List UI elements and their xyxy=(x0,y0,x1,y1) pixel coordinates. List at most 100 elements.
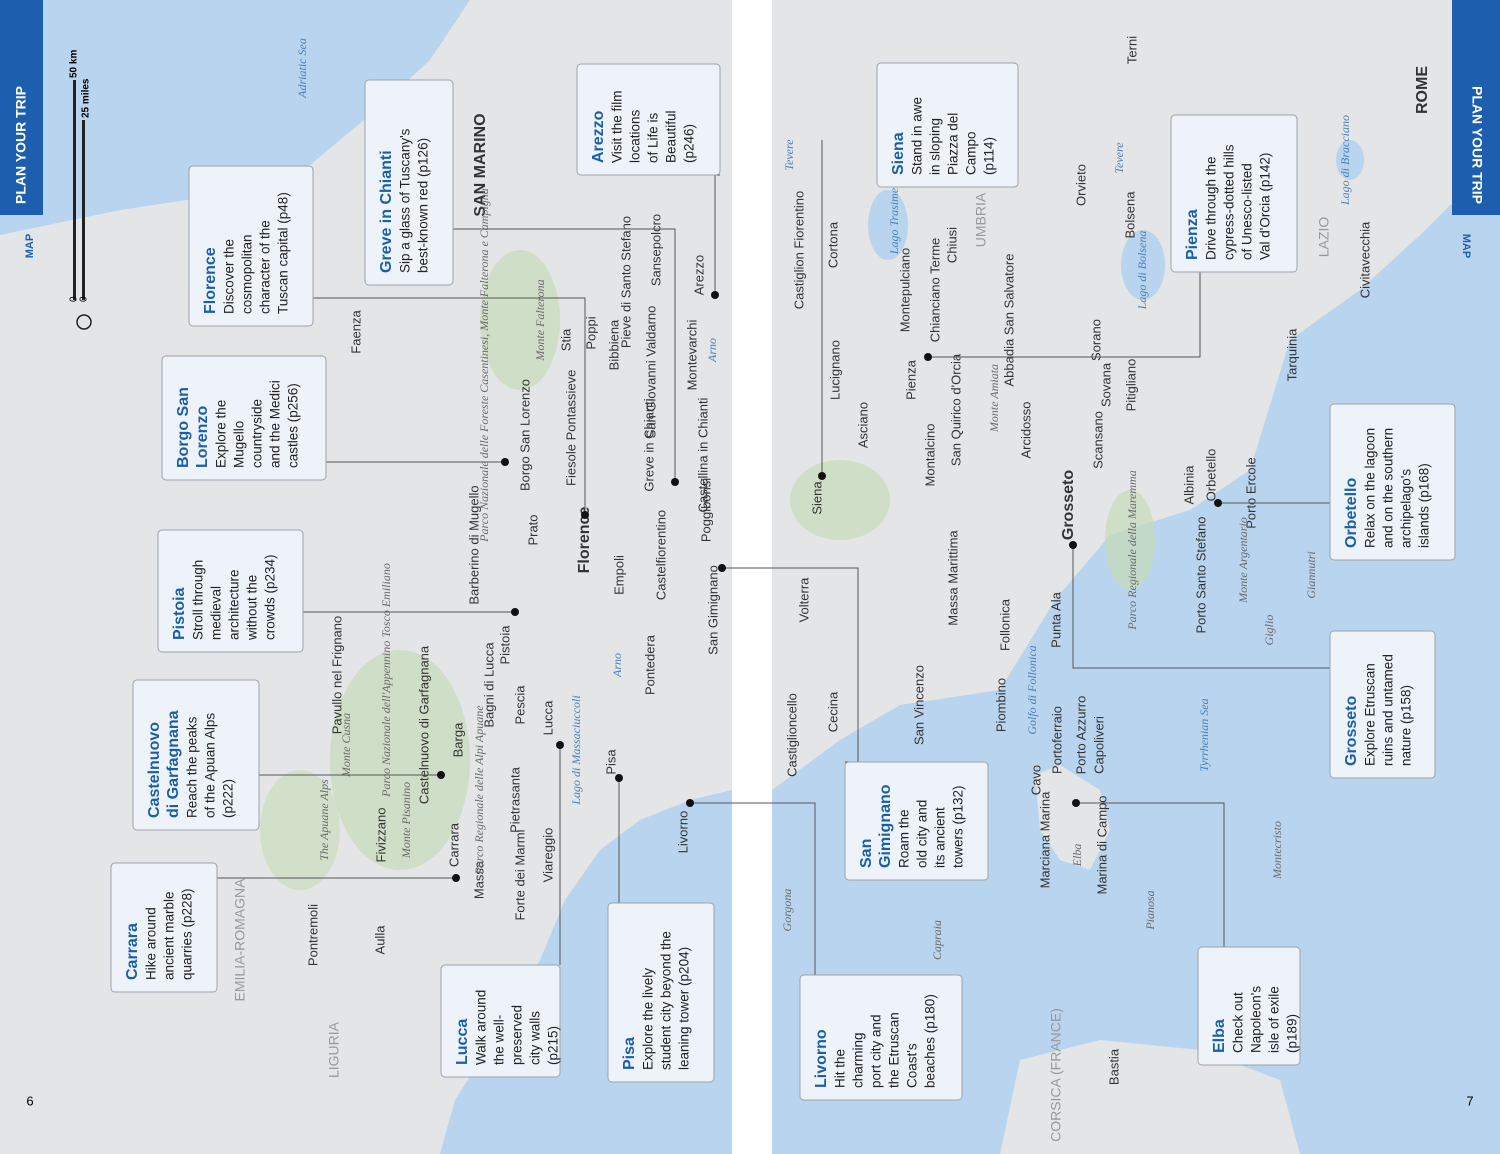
callout-title: Florence xyxy=(202,247,219,314)
place-label: Montevarchi xyxy=(684,319,699,390)
place-label: Lago Trasimeno xyxy=(887,176,901,255)
place-label: Porto Ercole xyxy=(1243,457,1258,529)
place-label: Orbetello xyxy=(1203,449,1218,502)
place-label: Adriatic Sea xyxy=(295,38,309,99)
place-label: Lago di Bolsena xyxy=(1135,231,1149,311)
place-label: Abbadia San Salvatore xyxy=(1001,254,1016,387)
place-label: Sovana xyxy=(1098,362,1113,407)
place-label: CORSICA (FRANCE) xyxy=(1048,1008,1064,1142)
connector xyxy=(1076,802,1225,947)
callout-line: architecture xyxy=(227,569,242,640)
place-label: Massa xyxy=(471,860,486,899)
place-label: Volterra xyxy=(796,577,811,623)
place-label: Porto Santo Stefano xyxy=(1193,516,1208,633)
scale-label: 25 miles xyxy=(81,78,92,118)
place-label: ROME xyxy=(1414,66,1431,114)
callout-line: (p246) xyxy=(682,124,697,163)
place-label: Pienza xyxy=(903,359,918,400)
callouts: Florence Discover the cosmopolitan characte… xyxy=(110,62,1456,1101)
callout-box xyxy=(1329,630,1436,779)
callout-line: Roam the xyxy=(897,809,912,868)
place-label: Tevere xyxy=(782,139,796,171)
callout-text: Siena Stand in awe in sloping Piazza del Cam… xyxy=(890,97,996,175)
callout-text: Lucca Walk around the well-preserved city w… xyxy=(454,990,560,1065)
callout-title: Livorno xyxy=(813,1029,830,1088)
callout-text: Pienza Drive through the cypress-dotted hi… xyxy=(1184,144,1272,260)
page-number: 7 xyxy=(1466,1093,1473,1108)
place-label: Pontassieve xyxy=(563,370,578,441)
place-label: Cortona xyxy=(825,221,840,268)
callout-line: countryside xyxy=(250,399,265,468)
callout-title: Arezzo xyxy=(590,110,607,163)
callout-title: San xyxy=(858,839,875,868)
connector xyxy=(690,802,816,975)
place-label: Arcidosso xyxy=(1018,401,1033,458)
location-dot xyxy=(452,874,460,882)
place-label: Carrara xyxy=(446,822,461,867)
scale-label: 0 xyxy=(69,296,80,302)
place-label: Arno xyxy=(705,338,719,363)
callout-title: di Garfagnana xyxy=(165,710,182,818)
callout-line: castles (p256) xyxy=(286,383,301,468)
callout-text: Greve in Chianti Sip a glass of Tuscany's… xyxy=(378,128,430,273)
callout-line: Tuscan capital (p48) xyxy=(276,192,291,314)
callout-box xyxy=(132,679,260,831)
callout-title: Borgo San xyxy=(175,387,192,468)
place-label: Arno xyxy=(610,653,624,678)
location-dot xyxy=(686,799,694,807)
place-label: Asciano xyxy=(855,402,870,448)
place-label: Orvieto xyxy=(1073,164,1088,206)
callout-line: Walk around xyxy=(474,990,489,1065)
connector xyxy=(1072,545,1330,669)
callout-line: Discover the xyxy=(222,239,237,314)
callout-line: archipelago's xyxy=(1399,469,1414,548)
page-header: PLAN YOUR TRIP xyxy=(13,86,29,204)
place-label: Lucignano xyxy=(827,340,842,400)
callout-line: of Unesco-listed xyxy=(1240,163,1255,260)
callout-line: without the xyxy=(245,575,260,641)
place-label: Cavo xyxy=(1028,765,1043,795)
header-tab xyxy=(1452,0,1500,215)
callout-line: and the Medici xyxy=(268,380,283,468)
page-header: PLAN YOUR TRIP xyxy=(1469,86,1485,204)
place-label: Castellina in Chianti xyxy=(695,397,710,512)
place-label: Portoferraio xyxy=(1049,706,1064,774)
place-label: Tyrrhenian Sea xyxy=(1197,698,1211,771)
place-labels: Faenza SAN MARINO Adriatic Sea Pieve di San… xyxy=(232,36,1432,1142)
place-label: Castelfiorentino xyxy=(653,510,668,600)
right-map xyxy=(772,0,1500,1154)
callout-box xyxy=(364,79,454,286)
callout-line: Hike around xyxy=(144,907,159,980)
location-dot xyxy=(437,771,445,779)
place-label: Piombino xyxy=(993,678,1008,732)
place-label: Fiesole xyxy=(563,444,578,486)
callout-line: locations xyxy=(628,109,643,163)
section-label: MAP xyxy=(24,234,36,258)
place-label: Cecina xyxy=(825,691,840,732)
callout-box xyxy=(799,974,963,1101)
place-label: Monte Pisanino xyxy=(399,782,413,859)
callout-line: Reach the peaks xyxy=(185,716,200,818)
place-label: Castelnuovo di Garfagnana xyxy=(416,645,431,804)
callout-line: Explore Etruscan xyxy=(1363,663,1378,766)
page-number: 6 xyxy=(26,1093,33,1108)
callout-title: Gimignano xyxy=(877,784,894,868)
place-label: Bolsena xyxy=(1122,191,1137,239)
callout-line: and on the southern xyxy=(1381,428,1396,548)
place-label: San Giovanni Valdarno xyxy=(643,306,658,439)
place-label: Punta Ala xyxy=(1048,591,1063,647)
location-dot xyxy=(718,564,726,572)
callout-line: crowds (p234) xyxy=(263,554,278,640)
callout-line: in sloping xyxy=(928,118,943,175)
callout-line: its ancient xyxy=(933,807,948,868)
callout-title: Greve in Chianti xyxy=(378,150,395,273)
callout-text: Pisa Explore the lively student city beyon… xyxy=(621,931,691,1070)
callout-text: Arezzo Visit the film locations of Life is B… xyxy=(590,90,696,163)
callout-box xyxy=(607,902,715,1083)
callout-title: Carrara xyxy=(124,923,141,980)
callout-line: old city and xyxy=(915,800,930,868)
place-label: Scansano xyxy=(1090,411,1105,469)
location-dot xyxy=(818,472,826,480)
location-dot xyxy=(581,511,589,519)
